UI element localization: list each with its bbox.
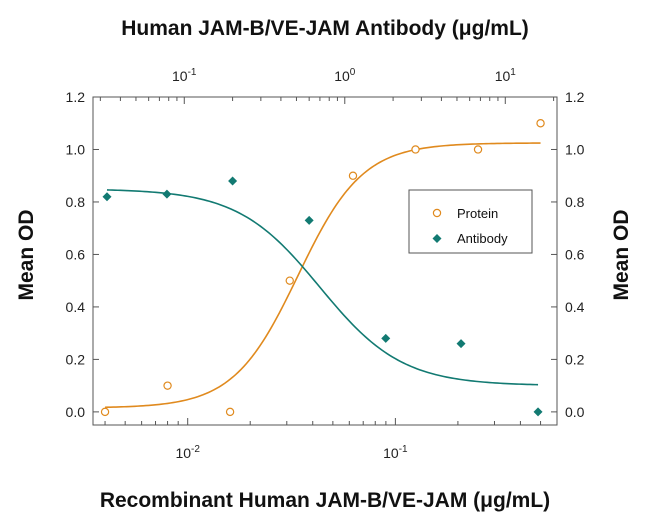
data-point-antibody (304, 215, 314, 225)
data-point-protein (348, 171, 358, 180)
data-point-antibody (381, 333, 391, 343)
y-tick-label-left: 0.4 (66, 299, 86, 315)
y-tick-label-left: 0.6 (66, 246, 86, 262)
y-tick-label-left: 0.0 (66, 404, 86, 420)
legend: Protein Antibody (408, 189, 533, 254)
y-tick-label-right: 0.4 (565, 299, 585, 315)
top-axis-title: Human JAM-B/VE-JAM Antibody (μg/mL) (121, 17, 529, 40)
x-top-tick-label: 101 (495, 67, 517, 84)
x-top-tick-label: 100 (334, 67, 356, 84)
legend-label-protein: Protein (457, 206, 498, 221)
x-bottom-tick-label: 10-2 (175, 444, 200, 461)
data-point-protein (473, 145, 483, 154)
y-tick-label-left: 1.0 (66, 141, 86, 157)
bottom-axis-title: Recombinant Human JAM-B/VE-JAM (μg/mL) (100, 489, 550, 512)
y-tick-label-right: 0.6 (565, 246, 585, 262)
plot-frame (92, 96, 558, 426)
ticks-layer: 0.0 0.0 0.2 0.2 0.4 0.4 0.6 0.6 0.8 0.8 1.0 1.0 1.2 1… (66, 67, 585, 461)
y-tick-label-left: 0.2 (66, 351, 86, 367)
points-layer (100, 119, 545, 417)
data-point-protein (100, 407, 110, 417)
legend-label-antibody: Antibody (457, 231, 508, 246)
right-axis-title: Mean OD (610, 209, 633, 300)
left-axis-title: Mean OD (15, 209, 38, 300)
data-point-protein (225, 407, 235, 417)
y-tick-label-left: 0.8 (66, 194, 86, 210)
data-point-protein (411, 145, 420, 154)
data-point-antibody (456, 339, 466, 349)
data-point-antibody (162, 189, 172, 199)
data-point-antibody (228, 176, 238, 186)
data-point-antibody (533, 407, 543, 417)
y-tick-label-right: 1.0 (565, 141, 585, 157)
legend-box (408, 189, 533, 254)
data-point-protein (285, 276, 294, 285)
x-top-tick-label: 10-1 (172, 67, 197, 84)
y-tick-label-right: 0.0 (565, 404, 585, 420)
curves-layer (105, 142, 541, 409)
x-bottom-tick-label: 10-1 (383, 444, 408, 461)
data-point-antibody (102, 192, 112, 202)
y-tick-label-right: 0.8 (565, 194, 585, 210)
y-tick-label-right: 1.2 (565, 89, 585, 105)
fit-curve-antibody (106, 189, 539, 386)
y-tick-label-left: 1.2 (66, 89, 86, 105)
legend-marker-antibody (432, 234, 442, 243)
fit-curve-protein (105, 142, 541, 409)
legend-marker-protein (432, 208, 442, 218)
y-tick-label-right: 0.2 (565, 351, 585, 367)
data-point-protein (536, 119, 545, 128)
data-point-protein (163, 381, 172, 390)
